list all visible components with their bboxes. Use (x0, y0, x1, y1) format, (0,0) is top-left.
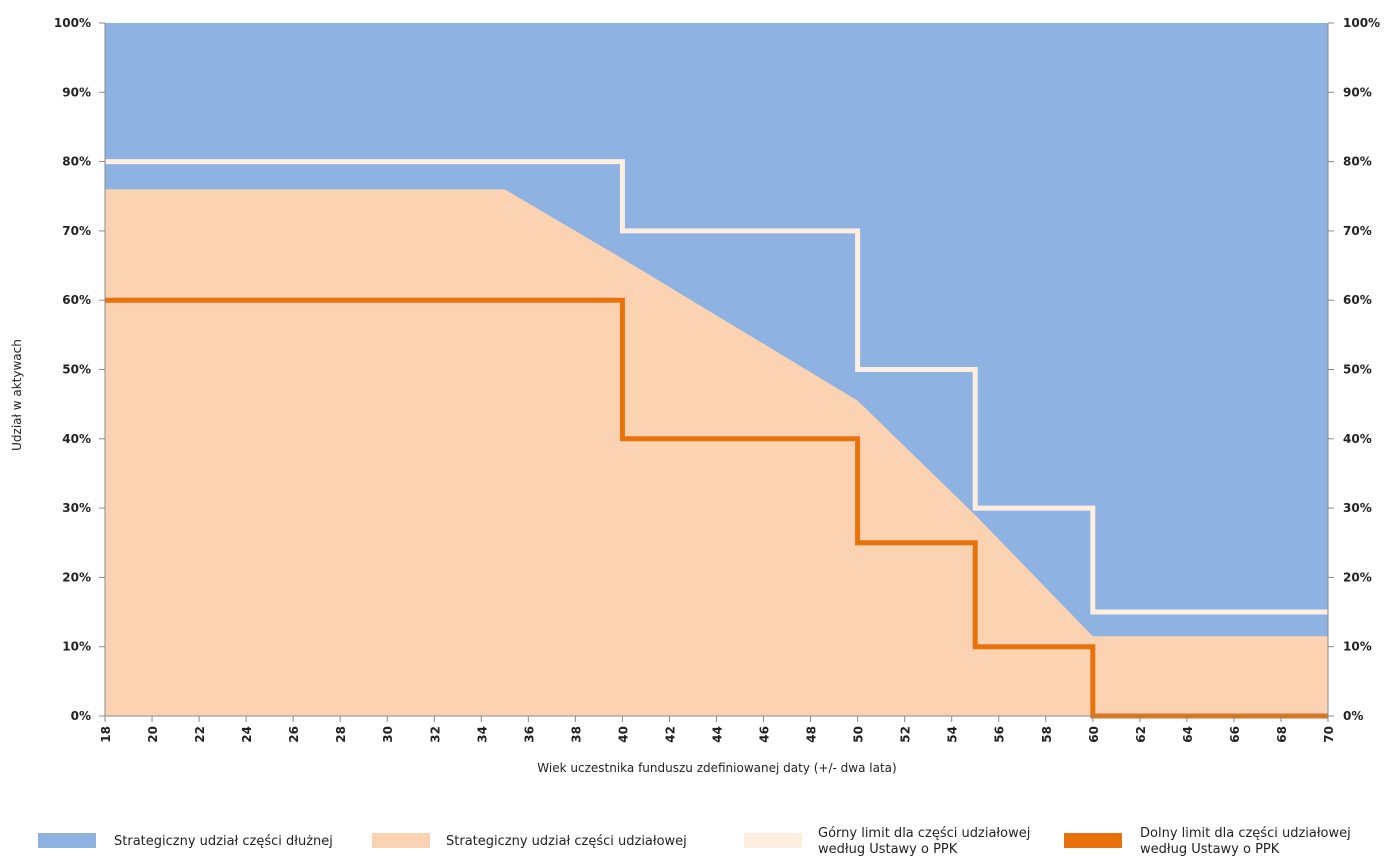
y-tick-label-left: 0% (71, 709, 91, 723)
x-tick-label: 48 (805, 726, 819, 743)
x-tick-label: 44 (711, 726, 725, 743)
y-tick-label-right: 70% (1343, 224, 1372, 238)
y-tick-label-right: 30% (1343, 501, 1372, 515)
x-tick-label: 40 (616, 726, 630, 743)
legend-swatch-upper-limit (744, 833, 802, 848)
x-tick-label: 28 (334, 726, 348, 743)
x-tick-label: 50 (852, 726, 866, 743)
y-tick-label-right: 40% (1343, 432, 1372, 446)
x-tick-label: 32 (428, 726, 442, 743)
axes: 0% 0% 10% 10% 20% 20% 30% 30% 40% 40% 50% 50% 60% 60%… (54, 16, 1380, 743)
y-tick-label-right: 60% (1343, 293, 1372, 307)
series-upper-limit-line (105, 159, 1328, 615)
legend-label-equity: Strategiczny udział części udziałowej (446, 834, 687, 849)
legend-label-upper-limit-line1: Górny limit dla części udziałowej (818, 826, 1031, 841)
x-tick-label: 38 (569, 726, 583, 743)
y-tick-label-right: 100% (1343, 16, 1380, 30)
series-lower-limit-line (105, 297, 1328, 719)
chart: 0% 0% 10% 10% 20% 20% 30% 30% 40% 40% 50% 50% 60% 60%… (10, 16, 1380, 775)
y-tick-label-left: 20% (62, 570, 91, 584)
y-tick-label-left: 50% (62, 363, 91, 377)
x-axis-title: Wiek uczestnika funduszu zdefiniowanej d… (537, 761, 896, 775)
plot-area (105, 23, 1328, 719)
y-tick-label-left: 10% (62, 640, 91, 654)
x-tick-label: 64 (1181, 726, 1195, 743)
x-tick-label: 70 (1322, 726, 1336, 743)
legend-label-lower-limit-line2: według Ustawy o PPK (1140, 842, 1280, 857)
x-tick-label: 26 (287, 726, 301, 743)
x-tick-label: 36 (522, 726, 536, 743)
y-tick-label-right: 0% (1343, 709, 1363, 723)
x-tick-label: 56 (993, 726, 1007, 743)
y-axis-title: Udział w aktywach (10, 339, 24, 451)
x-tick-label: 46 (758, 726, 772, 743)
x-tick-label: 60 (1087, 726, 1101, 743)
x-tick-label: 30 (381, 726, 395, 743)
x-tick-label: 52 (899, 726, 913, 743)
x-tick-label: 66 (1228, 726, 1242, 743)
y-tick-label-right: 10% (1343, 640, 1372, 654)
y-tick-label-right: 80% (1343, 155, 1372, 169)
legend-swatch-debt (38, 833, 96, 848)
x-tick-label: 18 (99, 726, 113, 743)
legend: Strategiczny udział części dłużnej Strat… (0, 822, 1384, 858)
y-tick-label-left: 100% (54, 16, 91, 30)
y-tick-label-right: 90% (1343, 85, 1372, 99)
x-tick-label: 20 (146, 726, 160, 743)
y-tick-label-right: 20% (1343, 570, 1372, 584)
y-tick-label-left: 90% (62, 85, 91, 99)
legend-label-lower-limit-line1: Dolny limit dla części udziałowej (1140, 826, 1351, 841)
y-tick-label-left: 80% (62, 155, 91, 169)
legend-label-debt: Strategiczny udział części dłużnej (114, 834, 333, 849)
x-tick-label: 24 (240, 726, 254, 743)
y-tick-label-right: 50% (1343, 363, 1372, 377)
legend-swatch-lower-limit (1064, 833, 1122, 848)
x-tick-label: 62 (1134, 726, 1148, 743)
y-tick-label-left: 70% (62, 224, 91, 238)
y-tick-label-left: 30% (62, 501, 91, 515)
legend-label-upper-limit-line2: według Ustawy o PPK (818, 842, 958, 857)
y-tick-label-left: 60% (62, 293, 91, 307)
y-tick-label-left: 40% (62, 432, 91, 446)
x-tick-label: 22 (193, 726, 207, 743)
x-tick-label: 68 (1275, 726, 1289, 743)
x-tick-label: 42 (663, 726, 677, 743)
x-tick-label: 34 (475, 726, 489, 743)
x-tick-label: 54 (946, 726, 960, 743)
legend-swatch-equity (372, 833, 430, 848)
x-tick-label: 58 (1040, 726, 1054, 743)
series-equity-area (105, 189, 1328, 716)
